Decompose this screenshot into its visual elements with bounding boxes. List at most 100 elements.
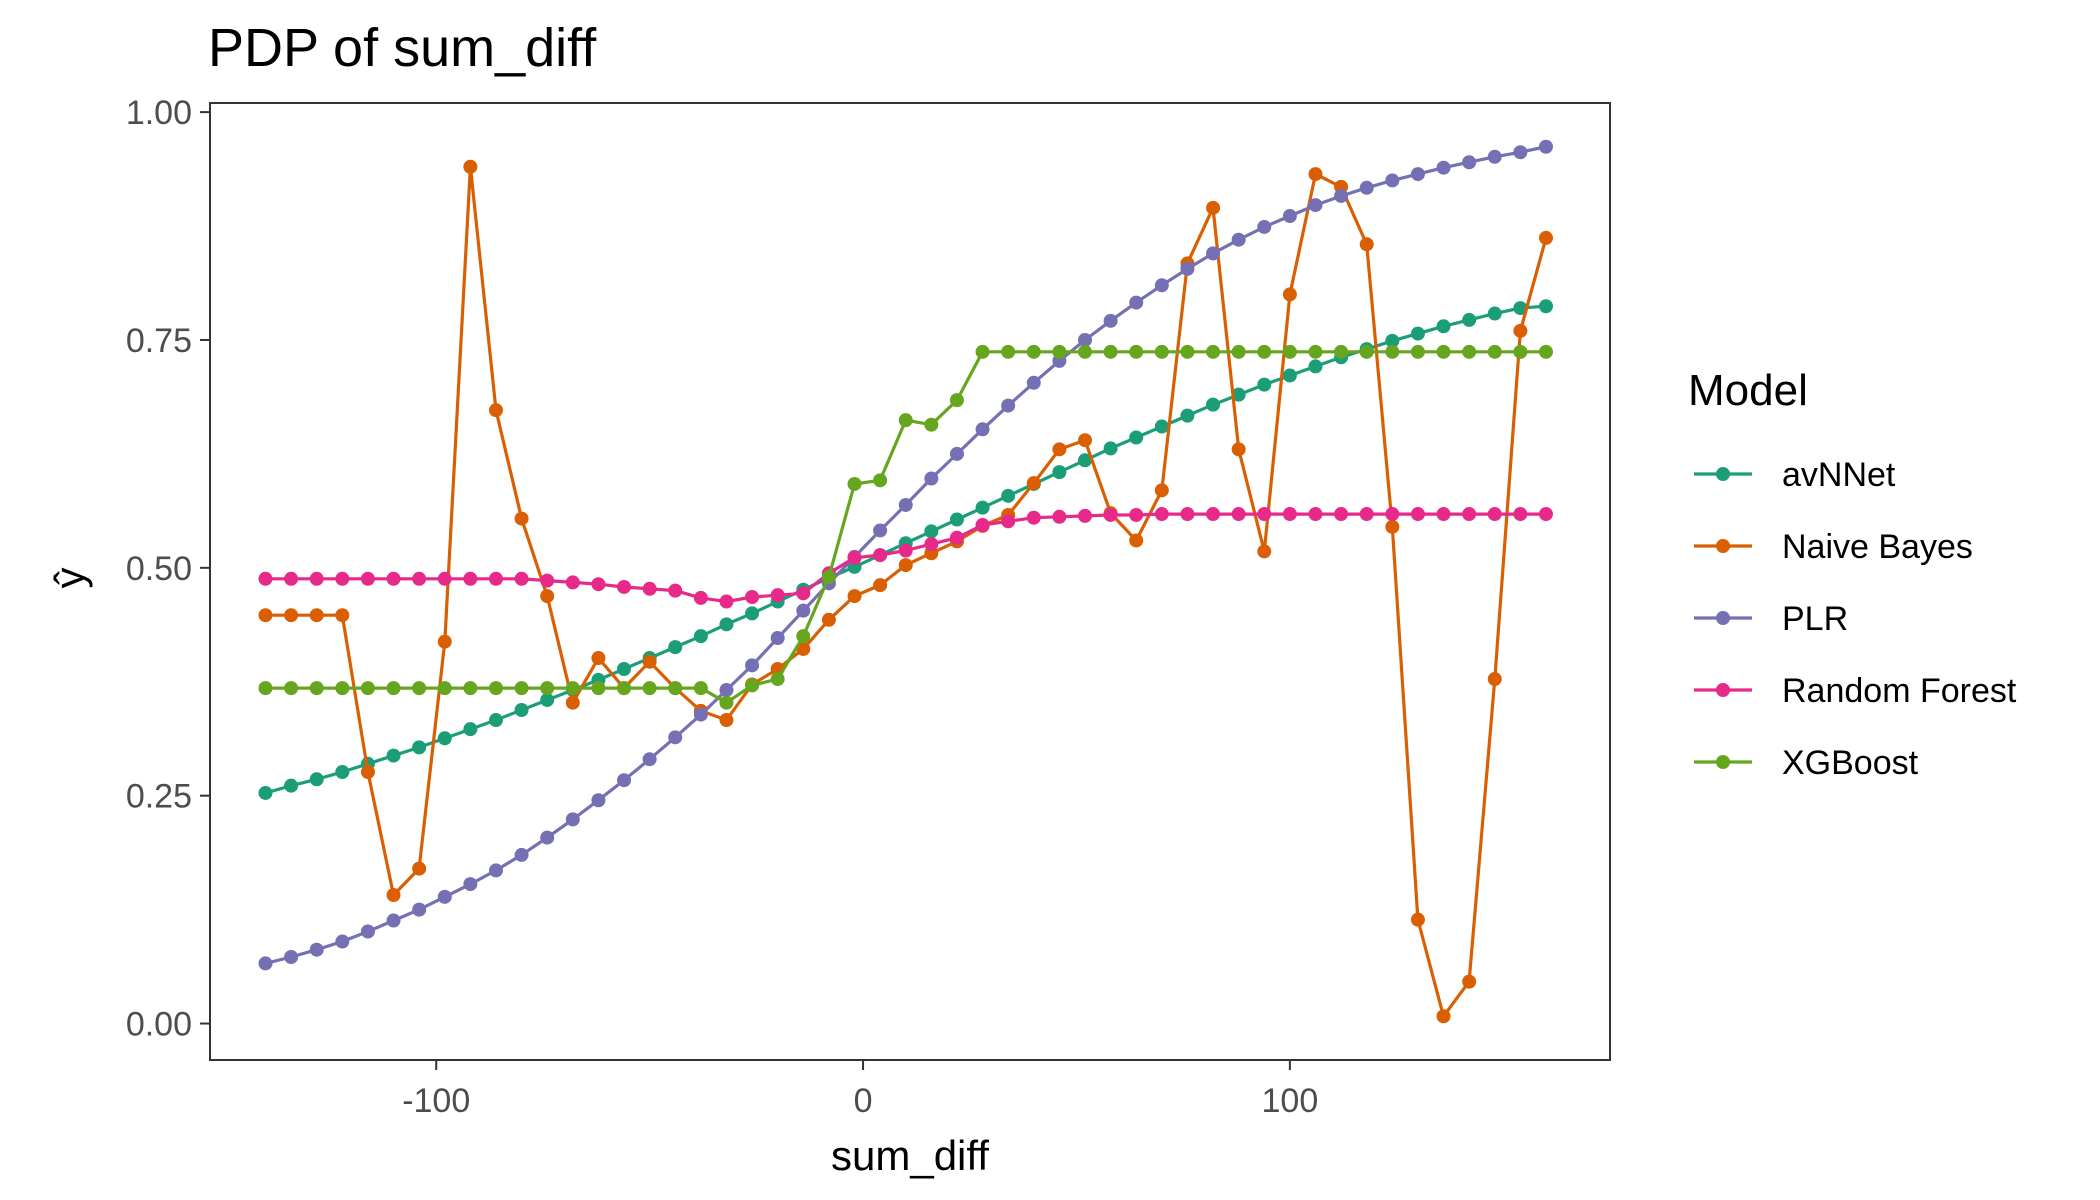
legend-key-point	[1716, 611, 1730, 625]
y-tick-label: 0.00	[126, 1006, 192, 1044]
data-point-naive-bayes	[463, 159, 478, 174]
data-point-random-forest	[949, 530, 964, 545]
data-point-xgboost	[1154, 344, 1169, 359]
data-point-xgboost	[386, 681, 401, 696]
data-point-plr	[1308, 198, 1323, 213]
data-point-xgboost	[1385, 344, 1400, 359]
data-point-random-forest	[1513, 507, 1528, 522]
data-point-plr	[591, 793, 606, 808]
data-point-plr	[1129, 295, 1144, 310]
data-point-plr	[745, 658, 760, 673]
legend-item-avnnet: avNNet	[1694, 456, 1896, 494]
data-point-xgboost	[488, 681, 503, 696]
data-point-naive-bayes	[284, 608, 299, 623]
data-point-avnnet	[1129, 430, 1144, 445]
data-point-plr	[642, 752, 657, 767]
data-point-xgboost	[591, 681, 606, 696]
data-point-random-forest	[975, 517, 990, 532]
data-point-naive-bayes	[796, 641, 811, 656]
data-point-random-forest	[898, 543, 913, 558]
data-point-avnnet	[1052, 465, 1067, 480]
data-point-naive-bayes	[1129, 533, 1144, 548]
data-point-plr	[1103, 313, 1118, 328]
data-point-random-forest	[796, 586, 811, 601]
data-point-xgboost	[770, 672, 785, 687]
data-point-avnnet	[514, 703, 529, 718]
data-point-random-forest	[335, 571, 350, 586]
data-point-naive-bayes	[1078, 433, 1092, 448]
data-point-xgboost	[847, 476, 862, 491]
data-point-random-forest	[463, 571, 478, 586]
data-point-avnnet	[745, 606, 760, 621]
data-point-plr	[540, 830, 555, 845]
data-point-plr	[1436, 160, 1451, 175]
data-point-plr	[1385, 173, 1400, 188]
data-point-random-forest	[1487, 507, 1502, 522]
data-point-xgboost	[1078, 344, 1092, 359]
data-point-avnnet	[1257, 377, 1272, 392]
data-point-random-forest	[693, 590, 708, 605]
data-point-xgboost	[360, 681, 375, 696]
x-tick-label: 100	[1262, 1082, 1319, 1120]
data-point-xgboost	[412, 681, 427, 696]
data-point-plr	[1487, 149, 1502, 164]
data-point-avnnet	[1282, 368, 1297, 383]
data-point-avnnet	[949, 512, 964, 527]
data-point-naive-bayes	[386, 888, 401, 903]
data-point-avnnet	[488, 713, 503, 728]
data-point-naive-bayes	[335, 608, 350, 623]
data-point-random-forest	[1129, 507, 1144, 522]
data-point-random-forest	[1462, 507, 1477, 522]
data-point-xgboost	[668, 681, 683, 696]
data-point-plr	[1026, 375, 1041, 390]
x-tick-label: -100	[402, 1082, 470, 1120]
data-point-avnnet	[1513, 301, 1528, 316]
data-point-avnnet	[386, 748, 401, 763]
data-point-random-forest	[386, 571, 401, 586]
data-point-naive-bayes	[1052, 442, 1067, 457]
data-point-xgboost	[745, 678, 760, 693]
data-point-random-forest	[591, 577, 606, 592]
data-point-naive-bayes	[1231, 442, 1246, 457]
data-point-naive-bayes	[1308, 167, 1323, 182]
data-point-avnnet	[1410, 326, 1425, 341]
data-point-avnnet	[1231, 387, 1246, 402]
legend-key-point	[1716, 539, 1730, 553]
data-point-plr	[1538, 139, 1553, 154]
data-point-random-forest	[360, 571, 375, 586]
data-point-naive-bayes	[1385, 519, 1400, 534]
legend-item-plr: PLR	[1694, 600, 1848, 638]
data-point-random-forest	[1001, 514, 1016, 529]
data-point-plr	[1001, 398, 1016, 413]
data-point-plr	[1462, 155, 1477, 170]
data-point-random-forest	[284, 571, 299, 586]
data-point-random-forest	[924, 537, 939, 552]
data-point-xgboost	[1052, 344, 1067, 359]
data-point-naive-bayes	[437, 634, 452, 649]
data-point-avnnet	[975, 500, 990, 515]
data-point-plr	[1282, 209, 1297, 224]
data-point-xgboost	[1487, 344, 1502, 359]
data-point-naive-bayes	[847, 589, 862, 604]
y-tick-label: 0.50	[126, 550, 192, 588]
data-point-xgboost	[1206, 344, 1221, 359]
data-point-naive-bayes	[540, 589, 555, 604]
legend-label: XGBoost	[1782, 744, 1919, 782]
data-point-naive-bayes	[898, 558, 913, 573]
data-point-naive-bayes	[565, 695, 580, 710]
data-point-plr	[873, 523, 888, 538]
data-point-xgboost	[1410, 344, 1425, 359]
data-point-xgboost	[1001, 344, 1016, 359]
data-point-plr	[1154, 278, 1169, 293]
data-point-xgboost	[642, 681, 657, 696]
data-point-xgboost	[719, 695, 734, 710]
data-point-xgboost	[309, 681, 324, 696]
x-axis: -100 0 100	[402, 1060, 1318, 1120]
data-point-random-forest	[1180, 507, 1195, 522]
data-point-random-forest	[488, 571, 503, 586]
y-tick-label: 0.25	[126, 778, 192, 816]
data-point-xgboost	[1513, 344, 1528, 359]
data-point-xgboost	[873, 473, 888, 488]
data-point-naive-bayes	[514, 511, 529, 526]
